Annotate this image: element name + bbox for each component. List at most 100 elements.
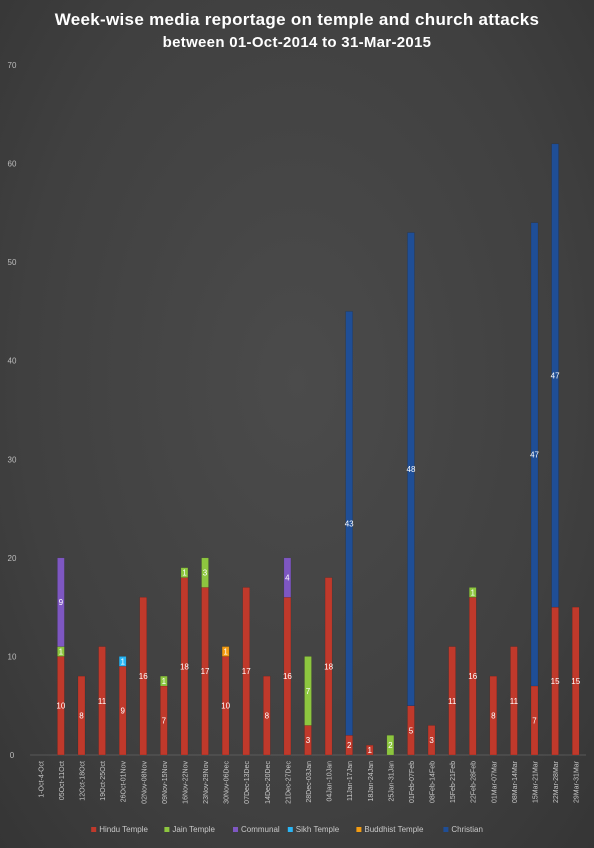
y-tick-label: 30 bbox=[8, 455, 17, 464]
x-tick-label: 26Oct-01Nov bbox=[121, 761, 128, 803]
bar-segment bbox=[366, 744, 374, 756]
x-tick-label: 12Oct-18Oct bbox=[79, 761, 86, 801]
legend-swatch bbox=[443, 827, 449, 832]
data-label: 16 bbox=[139, 672, 148, 681]
x-tick-label: 22Mar-28Mar bbox=[553, 760, 560, 803]
legend-swatch bbox=[287, 827, 293, 832]
x-tick-label: 29Mar-31Mar bbox=[574, 760, 581, 803]
legend-swatch bbox=[164, 827, 170, 832]
bar-segment bbox=[304, 656, 312, 726]
bar-segment bbox=[283, 557, 292, 598]
x-tick-label: 18Jan-24Jan bbox=[368, 761, 375, 802]
y-tick-label: 50 bbox=[8, 258, 17, 267]
data-label: 1 bbox=[59, 648, 64, 657]
bar-segment bbox=[324, 577, 333, 756]
bar-segment bbox=[57, 656, 65, 756]
bar-segment bbox=[98, 646, 106, 756]
data-label: 16 bbox=[283, 672, 292, 681]
bar-segment bbox=[180, 567, 189, 578]
data-label: 48 bbox=[407, 465, 416, 474]
x-tick-label: 05Oct-11Oct bbox=[59, 761, 66, 800]
data-label: 7 bbox=[306, 687, 311, 696]
data-label: 9 bbox=[59, 598, 64, 607]
x-tick-label: 16Nov-22Nov bbox=[182, 761, 189, 804]
bar-segment bbox=[221, 646, 230, 657]
bar-segment bbox=[201, 557, 209, 588]
x-tick-label: 15Mar-21Mar bbox=[533, 760, 540, 803]
bar-segment bbox=[57, 557, 65, 647]
x-tick-label: 01Mar-07Mar bbox=[491, 760, 498, 803]
bar-segment bbox=[469, 587, 477, 598]
legend-label: Hindu Temple bbox=[99, 825, 148, 834]
bar-segment bbox=[118, 656, 127, 667]
data-label: 8 bbox=[265, 712, 270, 721]
data-label: 16 bbox=[468, 672, 477, 681]
bar-segment bbox=[221, 656, 230, 756]
x-tick-label: 23Nov-29Nov bbox=[203, 761, 210, 804]
bar-segment bbox=[427, 725, 436, 756]
legend-swatch bbox=[91, 827, 97, 832]
x-tick-label: 25Jan-31Jan bbox=[388, 761, 395, 802]
bar-segment bbox=[139, 597, 147, 756]
data-label: 1 bbox=[368, 746, 373, 755]
data-label: 9 bbox=[120, 707, 125, 716]
y-tick-label: 10 bbox=[8, 652, 17, 661]
data-label: 1 bbox=[471, 588, 476, 597]
bar-segment bbox=[572, 606, 580, 756]
data-label: 10 bbox=[221, 702, 230, 711]
x-tick-label: 09Nov-15Nov bbox=[162, 761, 169, 804]
bar-segment bbox=[551, 143, 559, 608]
data-label: 18 bbox=[324, 662, 333, 671]
legend-label: Sikh Temple bbox=[296, 825, 340, 834]
legend-label: Christian bbox=[451, 825, 483, 834]
y-tick-label: 0 bbox=[10, 751, 15, 760]
data-label: 1 bbox=[182, 569, 187, 578]
legend-swatch bbox=[356, 827, 362, 832]
y-tick-label: 60 bbox=[8, 160, 17, 169]
bar-segment bbox=[448, 646, 456, 756]
x-tick-label: 19Oct-25Oct bbox=[100, 761, 107, 801]
y-tick-label: 70 bbox=[8, 61, 17, 70]
y-tick-label: 40 bbox=[8, 357, 17, 366]
x-tick-label: 28Dec-03Jan bbox=[306, 761, 313, 803]
data-label: 11 bbox=[98, 697, 107, 706]
bar-segment bbox=[242, 587, 250, 756]
data-label: 8 bbox=[79, 712, 84, 721]
bar-segment bbox=[489, 675, 498, 756]
x-tick-label: 14Dec-20Dec bbox=[265, 761, 272, 804]
data-label: 17 bbox=[201, 667, 210, 676]
bar-segment bbox=[407, 232, 415, 706]
x-tick-label: 08Mar-14Mar bbox=[512, 760, 519, 803]
data-label: 3 bbox=[306, 736, 311, 745]
x-tick-label: 01Feb-07Feb bbox=[409, 761, 416, 803]
legend-label: Communal bbox=[241, 825, 280, 834]
data-label: 47 bbox=[530, 450, 539, 459]
x-tick-label: 11Jan-17Jan bbox=[347, 761, 354, 801]
bar-segment bbox=[160, 675, 168, 687]
bar-segment bbox=[263, 675, 271, 756]
bar-segment bbox=[386, 735, 395, 756]
x-tick-label: 02Nov-08Nov bbox=[141, 761, 148, 804]
data-label: 7 bbox=[532, 717, 537, 726]
data-label: 47 bbox=[551, 372, 560, 381]
x-tick-label: 08Feb-14Feb bbox=[430, 761, 437, 803]
data-label: 3 bbox=[203, 569, 208, 578]
data-label: 8 bbox=[491, 712, 496, 721]
y-tick-label: 20 bbox=[8, 554, 17, 563]
x-tick-label: 07Dec-13Dec bbox=[244, 761, 251, 804]
x-tick-label: 15Feb-21Feb bbox=[450, 761, 457, 803]
data-label: 3 bbox=[429, 736, 434, 745]
data-label: 1 bbox=[120, 657, 125, 666]
data-label: 15 bbox=[571, 677, 580, 686]
data-label: 2 bbox=[347, 741, 352, 750]
data-label: 43 bbox=[345, 519, 354, 528]
data-label: 2 bbox=[388, 741, 393, 750]
data-label: 18 bbox=[180, 662, 189, 671]
data-label: 1 bbox=[162, 677, 167, 686]
data-label: 1 bbox=[223, 648, 228, 657]
legend-label: Buddhist Temple bbox=[364, 825, 424, 834]
x-tick-label: 04Jan-10Jan bbox=[327, 761, 334, 802]
bar-segment bbox=[510, 646, 518, 756]
chart-subtitle: between 01-Oct-2014 to 31-Mar-2015 bbox=[162, 34, 432, 51]
